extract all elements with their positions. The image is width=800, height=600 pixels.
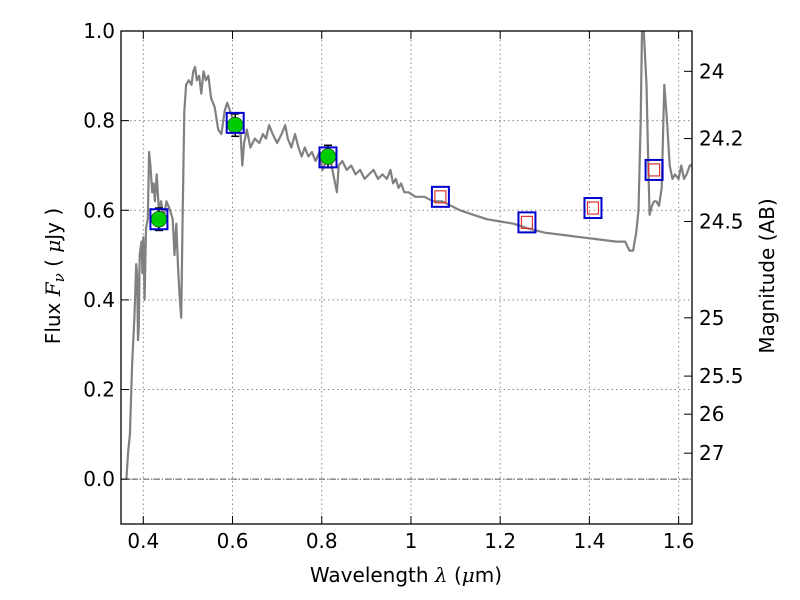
x-axis-label-open: (	[448, 563, 462, 587]
model-flux-inner	[647, 163, 661, 177]
y-tick-label: 0.8	[83, 109, 115, 133]
y-tick-label: 0.0	[83, 467, 115, 491]
model-flux-marker	[430, 185, 450, 208]
x-tick-label: 1	[405, 529, 418, 553]
model-flux-marker	[318, 146, 338, 169]
y-axis-label-unit: Jy )	[41, 208, 65, 242]
x-axis-label-symbol: λ	[434, 563, 448, 587]
grid-layer	[121, 30, 692, 524]
y-tick-label: 0.4	[83, 288, 115, 312]
series-layer	[125, 31, 692, 480]
observed-flux-point	[319, 148, 337, 165]
y-axis-label-open: (	[41, 253, 65, 274]
model-flux-inner	[434, 190, 447, 204]
y-axis-label-prefix: Flux	[41, 296, 65, 344]
model-flux-marker	[225, 111, 245, 134]
y-axis-label-symbol: F	[41, 281, 65, 297]
y2-tick-label: 25.5	[699, 364, 744, 388]
model-flux-marker	[517, 211, 537, 234]
y-axis-label-unit-symbol: μ	[41, 240, 65, 253]
x-axis-label-unit-symbol: μ	[462, 563, 475, 587]
observed-flux-point	[150, 210, 168, 228]
marker-layer	[149, 111, 664, 234]
x-tick-label: 0.4	[127, 529, 159, 553]
y-tick-label: 0.6	[83, 198, 115, 222]
y2-tick-label: 24.5	[699, 209, 744, 233]
y2-tick-label: 27	[699, 441, 724, 465]
model-flux-inner	[586, 201, 600, 215]
y2-tick-label: 26	[699, 402, 724, 426]
model-flux-marker	[583, 197, 603, 220]
model-flux-marker	[149, 208, 169, 231]
tick-layer: 0.4 0.6 0.8 1 1.2 1.4 1.6 0.0 0.2 0.4 0.6 0.8 1.0 24 2…	[83, 19, 743, 553]
model-flux-marker	[644, 158, 664, 181]
y2-tick-label: 24.2	[699, 127, 744, 151]
sed-model-line	[125, 31, 692, 480]
x-tick-label: 0.6	[217, 529, 249, 553]
plot-frame	[120, 30, 693, 525]
x-tick-label: 1.4	[573, 529, 605, 553]
x-tick-label: 1.2	[484, 529, 516, 553]
x-axis-label-unit: m)	[475, 563, 502, 587]
x-tick-label: 1.6	[663, 529, 695, 553]
model-flux-inner	[520, 215, 534, 229]
y2-tick-label: 24	[699, 59, 724, 83]
x-axis-label: Wavelength λ (μm)	[310, 563, 502, 587]
y2-axis-label: Magnitude (AB)	[755, 198, 779, 353]
y-tick-label: 1.0	[83, 19, 115, 43]
x-tick-label: 0.8	[306, 529, 338, 553]
y-axis-label-subscript: ν	[50, 273, 68, 282]
x-axis-label-prefix: Wavelength	[310, 563, 435, 587]
y-axis-label: Flux Fν ( μJy )	[41, 208, 68, 344]
y-tick-label: 0.2	[83, 378, 115, 402]
observed-flux-point	[226, 116, 244, 134]
y2-tick-label: 25	[699, 306, 724, 330]
